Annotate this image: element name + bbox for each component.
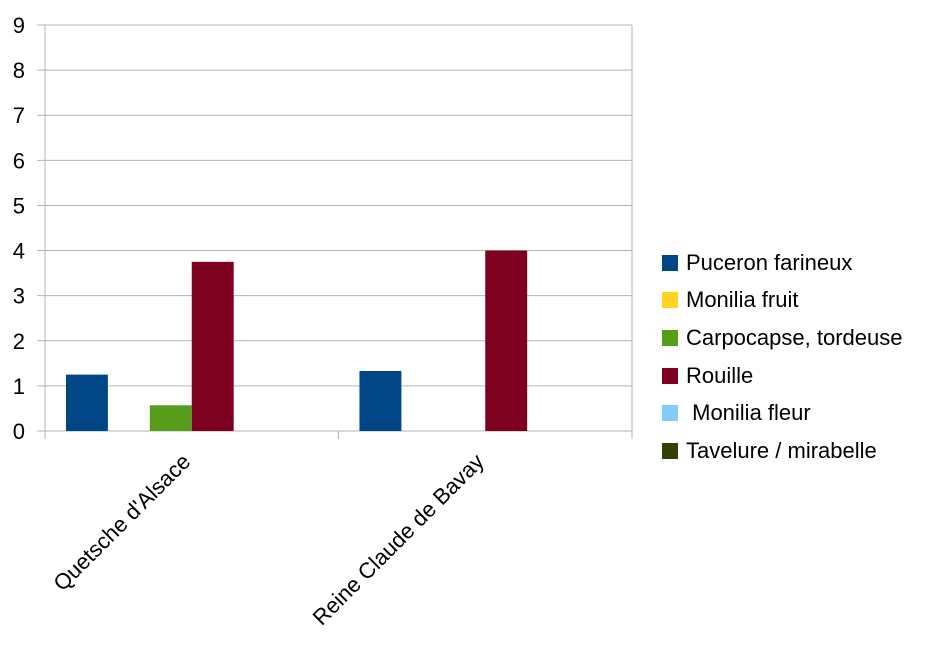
- gridlines: [37, 24, 633, 432]
- bar: [65, 374, 108, 431]
- legend-label: Monilia fruit: [686, 287, 799, 313]
- legend-swatch: [662, 292, 678, 309]
- legend-label: Monilia fleur: [686, 400, 811, 426]
- legend: Puceron farineux Monilia fruit Carpocapse,…: [662, 244, 902, 470]
- x-axis-ticks: [44, 431, 633, 439]
- x-axis-category-labels: Quetsche d'Alsace Reine Claude de Bavay: [48, 449, 488, 630]
- bar: [149, 405, 192, 431]
- legend-label: Carpocapse, tordeuse: [686, 324, 903, 350]
- y-tick-label: 7: [13, 103, 25, 128]
- y-tick-label: 2: [13, 329, 25, 354]
- bars: [65, 250, 528, 431]
- bar: [485, 250, 528, 431]
- legend-item: Tavelure / mirabelle: [662, 432, 902, 470]
- y-tick-label: 5: [13, 193, 25, 218]
- legend-label: Tavelure / mirabelle: [686, 437, 877, 463]
- legend-swatch: [662, 254, 678, 271]
- legend-swatch: [662, 367, 678, 384]
- legend-swatch: [662, 442, 678, 459]
- x-category-label: Reine Claude de Bavay: [308, 449, 489, 630]
- legend-item: Carpocapse, tordeuse: [662, 319, 902, 357]
- y-tick-label: 8: [13, 58, 25, 83]
- y-tick-label: 6: [13, 148, 25, 173]
- y-tick-label: 3: [13, 284, 25, 309]
- legend-item: Monilia fleur: [662, 394, 902, 432]
- y-tick-label: 0: [13, 419, 25, 444]
- legend-item: Rouille: [662, 357, 902, 395]
- bar: [191, 261, 234, 431]
- legend-swatch: [662, 329, 678, 346]
- legend-item: Puceron farineux: [662, 244, 902, 282]
- legend-label: Puceron farineux: [686, 249, 853, 275]
- y-tick-label: 9: [13, 13, 25, 38]
- y-tick-label: 1: [13, 374, 25, 399]
- bar: [359, 371, 402, 431]
- legend-label: Rouille: [686, 362, 754, 388]
- x-category-label: Quetsche d'Alsace: [48, 449, 195, 596]
- legend-item: Monilia fruit: [662, 282, 902, 320]
- y-axis-tick-labels: 0 1 2 3 4 5 6 7 8 9: [13, 13, 25, 444]
- legend-swatch: [662, 405, 678, 422]
- y-tick-label: 4: [13, 239, 25, 264]
